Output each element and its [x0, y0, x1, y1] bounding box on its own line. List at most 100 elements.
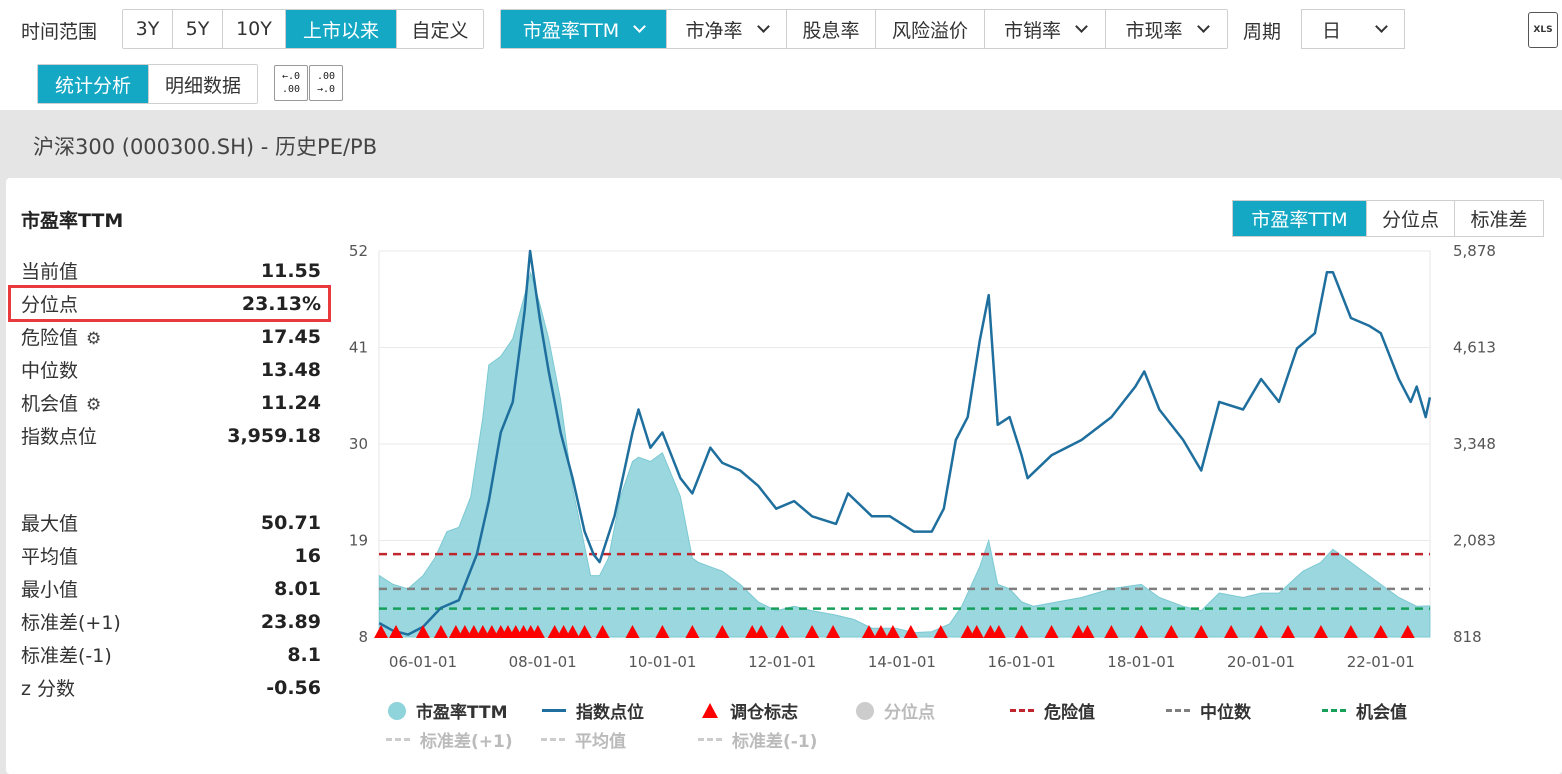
gear-icon[interactable]: ⚙	[86, 395, 102, 415]
stat-opportunity: 机会值 ⚙ 11.24	[21, 386, 321, 419]
legend-opportunity[interactable]: 机会值	[1322, 698, 1407, 723]
legend-pe[interactable]: 市盈率TTM	[388, 698, 508, 723]
metric-pe-ttm-label: 市盈率TTM	[522, 19, 620, 42]
metric-pcf-button[interactable]: 市现率	[1106, 10, 1227, 48]
rebalance-marker	[775, 625, 790, 638]
rebalance-marker	[448, 625, 463, 638]
stat-label: 指数点位	[21, 426, 98, 448]
legend-median[interactable]: 中位数	[1166, 698, 1251, 723]
stat-value: 17.45	[260, 325, 321, 348]
rebalance-marker	[1281, 625, 1296, 638]
y-left-tick-label: 30	[349, 435, 368, 453]
rebalance-marker	[754, 625, 769, 638]
stat-index-level: 指数点位 3,959.18	[21, 419, 321, 452]
y-left-tick-label: 8	[358, 628, 368, 646]
stat-min: 最小值 8.01	[21, 572, 321, 605]
view-detail-tab[interactable]: 明细数据	[149, 65, 257, 103]
toolbar: 时间范围 3Y 5Y 10Y 上市以来 自定义 市盈率TTM 市净率 股息率 风…	[0, 0, 1562, 110]
chart-tabs: 市盈率TTM 分位点 标准差	[1232, 200, 1544, 237]
x-tick-label: 08-01-01	[509, 653, 577, 671]
rebalance-marker	[685, 625, 700, 638]
increase-decimals-icon[interactable]: .00 →.0	[309, 65, 343, 101]
rebalance-marker	[885, 625, 900, 638]
range-custom-button[interactable]: 自定义	[397, 10, 483, 48]
decrease-decimals-icon[interactable]: ←.0.00	[274, 65, 308, 101]
page-title: 沪深300 (000300.SH) - 历史PE/PB	[33, 135, 378, 159]
stat-label: 中位数	[21, 360, 79, 382]
chart-tab-percentile[interactable]: 分位点	[1367, 201, 1455, 236]
metric-risk-premium-button[interactable]: 风险溢价	[876, 10, 985, 48]
metric-ps-button[interactable]: 市销率	[985, 10, 1106, 48]
chevron-down-icon	[1196, 19, 1210, 33]
decimal-glyph-bottom: →.0	[316, 84, 336, 95]
legend-label: 平均值	[575, 732, 626, 752]
rebalance-marker	[861, 625, 876, 638]
chart-card	[6, 178, 1562, 774]
view-stats-tab[interactable]: 统计分析	[38, 65, 149, 103]
legend-std-minus[interactable]: 标准差(-1)	[698, 727, 817, 752]
gear-icon[interactable]: ⚙	[86, 329, 102, 349]
range-since-listing-button[interactable]: 上市以来	[286, 10, 397, 48]
rebalance-marker	[1224, 625, 1239, 638]
rebalance-marker	[547, 625, 562, 638]
legend-dot-icon	[856, 701, 874, 720]
legend-dash-icon	[386, 738, 410, 741]
legend-std-plus[interactable]: 标准差(+1)	[386, 727, 513, 752]
legend-index[interactable]: 指数点位	[542, 698, 644, 723]
metric-ps-label: 市销率	[1003, 19, 1061, 42]
y-right-tick-label: 818	[1453, 628, 1482, 646]
period-select-value: 日	[1322, 19, 1342, 42]
range-3y-button[interactable]: 3Y	[123, 10, 173, 48]
stat-label: 机会值	[21, 393, 79, 415]
rebalance-marker	[1400, 625, 1415, 638]
metric-pe-ttm-button[interactable]: 市盈率TTM	[501, 10, 667, 48]
metric-dividend-button[interactable]: 股息率	[787, 10, 876, 48]
range-10y-button[interactable]: 10Y	[223, 10, 286, 48]
stats-title: 市盈率TTM	[21, 210, 124, 232]
export-xls-icon[interactable]: XLS	[1528, 12, 1558, 48]
rebalance-marker	[530, 625, 545, 638]
range-5y-button[interactable]: 5Y	[173, 10, 223, 48]
stat-percentile: 分位点 23.13%	[21, 287, 321, 320]
rebalance-marker	[1343, 625, 1358, 638]
rebalance-marker	[1080, 625, 1095, 638]
chevron-down-icon	[756, 19, 770, 33]
rebalance-marker	[1071, 625, 1086, 638]
x-tick-label: 22-01-01	[1347, 653, 1415, 671]
rebalance-marker	[826, 625, 841, 638]
x-tick-label: 16-01-01	[988, 653, 1056, 671]
decimal-glyph-bottom: .00	[281, 84, 301, 95]
legend-label: 调仓标志	[730, 703, 798, 723]
metric-pb-button[interactable]: 市净率	[667, 10, 787, 48]
rebalance-marker	[389, 625, 404, 638]
rebalance-marker	[1014, 625, 1029, 638]
legend-danger[interactable]: 危险值	[1010, 698, 1095, 723]
rebalance-marker	[873, 625, 888, 638]
rebalance-marker	[625, 625, 640, 638]
rebalance-marker	[475, 625, 490, 638]
decimal-glyph-top: ←.0	[281, 71, 301, 82]
legend-markers[interactable]: 调仓标志	[702, 698, 798, 723]
legend-mean[interactable]: 平均值	[541, 727, 626, 752]
rebalance-marker	[433, 625, 448, 638]
rebalance-marker	[1044, 625, 1059, 638]
pe-chart: 8 818 19 2,083 30 3,348 41 4,613 52 5,878 06-01-01…	[349, 242, 1496, 671]
chart-tab-std[interactable]: 标准差	[1455, 201, 1543, 236]
rebalance-marker	[745, 625, 760, 638]
x-tick-label: 18-01-01	[1107, 653, 1175, 671]
x-tick-label: 06-01-01	[389, 653, 457, 671]
rebalance-marker	[1194, 625, 1209, 638]
stat-value: 13.48	[260, 358, 321, 381]
legend-percentile[interactable]: 分位点	[856, 698, 935, 723]
time-range-label: 时间范围	[21, 21, 98, 43]
legend-line-icon	[542, 709, 566, 712]
chart-tab-pe[interactable]: 市盈率TTM	[1233, 201, 1367, 236]
y-right-tick-label: 3,348	[1453, 435, 1496, 453]
stat-label: 平均值	[21, 546, 79, 568]
chevron-down-icon	[633, 19, 647, 33]
legend-label: 机会值	[1356, 703, 1407, 723]
legend-dash-icon	[1010, 709, 1034, 712]
rebalance-marker	[969, 625, 984, 638]
period-select[interactable]: 日	[1301, 9, 1405, 49]
stat-median: 中位数 13.48	[21, 353, 321, 386]
